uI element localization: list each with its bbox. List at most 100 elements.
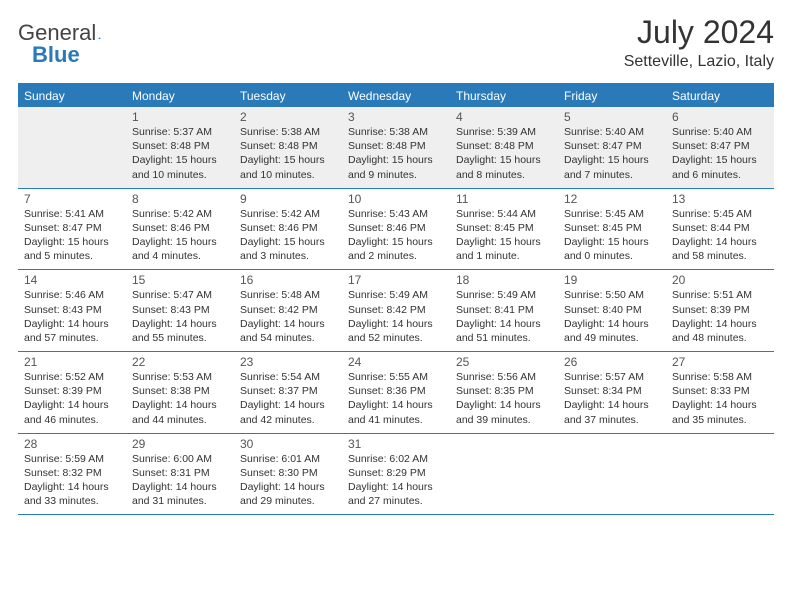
day-number: 18 bbox=[456, 273, 552, 287]
day-detail: Sunset: 8:33 PM bbox=[672, 384, 768, 398]
day-cell: 3Sunrise: 5:38 AMSunset: 8:48 PMDaylight… bbox=[342, 107, 450, 189]
day-detail: Sunrise: 5:50 AM bbox=[564, 288, 660, 302]
day-detail: Sunrise: 5:38 AM bbox=[348, 125, 444, 139]
week-row: 21Sunrise: 5:52 AMSunset: 8:39 PMDayligh… bbox=[18, 352, 774, 434]
day-detail: Sunrise: 5:58 AM bbox=[672, 370, 768, 384]
day-detail: Sunset: 8:42 PM bbox=[240, 303, 336, 317]
week-row: 7Sunrise: 5:41 AMSunset: 8:47 PMDaylight… bbox=[18, 189, 774, 271]
day-detail: Sunset: 8:48 PM bbox=[132, 139, 228, 153]
day-detail: Sunrise: 5:56 AM bbox=[456, 370, 552, 384]
day-number: 8 bbox=[132, 192, 228, 206]
day-detail: Sunrise: 5:53 AM bbox=[132, 370, 228, 384]
day-detail: Daylight: 15 hours bbox=[132, 235, 228, 249]
day-detail: Sunrise: 5:46 AM bbox=[24, 288, 120, 302]
day-cell: 22Sunrise: 5:53 AMSunset: 8:38 PMDayligh… bbox=[126, 352, 234, 434]
day-detail: Sunset: 8:30 PM bbox=[240, 466, 336, 480]
day-detail: Daylight: 14 hours bbox=[132, 398, 228, 412]
day-detail: Sunset: 8:47 PM bbox=[672, 139, 768, 153]
day-detail: Sunrise: 5:41 AM bbox=[24, 207, 120, 221]
day-cell bbox=[666, 434, 774, 516]
day-number: 3 bbox=[348, 110, 444, 124]
day-detail: and 58 minutes. bbox=[672, 249, 768, 263]
day-detail: Sunset: 8:46 PM bbox=[240, 221, 336, 235]
day-header: Sunday bbox=[18, 85, 126, 107]
day-number: 26 bbox=[564, 355, 660, 369]
day-cell: 12Sunrise: 5:45 AMSunset: 8:45 PMDayligh… bbox=[558, 189, 666, 271]
day-cell: 21Sunrise: 5:52 AMSunset: 8:39 PMDayligh… bbox=[18, 352, 126, 434]
day-detail: and 10 minutes. bbox=[240, 168, 336, 182]
day-detail: and 31 minutes. bbox=[132, 494, 228, 508]
day-detail: Sunset: 8:29 PM bbox=[348, 466, 444, 480]
day-detail: Sunrise: 5:55 AM bbox=[348, 370, 444, 384]
day-cell: 30Sunrise: 6:01 AMSunset: 8:30 PMDayligh… bbox=[234, 434, 342, 516]
day-number: 9 bbox=[240, 192, 336, 206]
day-detail: Daylight: 14 hours bbox=[672, 398, 768, 412]
day-cell: 9Sunrise: 5:42 AMSunset: 8:46 PMDaylight… bbox=[234, 189, 342, 271]
day-detail: and 46 minutes. bbox=[24, 413, 120, 427]
day-detail: Daylight: 14 hours bbox=[132, 480, 228, 494]
logo-sub: Blue bbox=[32, 42, 80, 68]
day-number: 7 bbox=[24, 192, 120, 206]
day-detail: Daylight: 15 hours bbox=[564, 153, 660, 167]
day-detail: and 7 minutes. bbox=[564, 168, 660, 182]
day-detail: Sunrise: 5:44 AM bbox=[456, 207, 552, 221]
day-detail: Daylight: 14 hours bbox=[672, 235, 768, 249]
week-row: 28Sunrise: 5:59 AMSunset: 8:32 PMDayligh… bbox=[18, 434, 774, 516]
day-header: Tuesday bbox=[234, 85, 342, 107]
day-detail: Sunset: 8:45 PM bbox=[456, 221, 552, 235]
day-detail: Sunrise: 6:00 AM bbox=[132, 452, 228, 466]
day-cell: 29Sunrise: 6:00 AMSunset: 8:31 PMDayligh… bbox=[126, 434, 234, 516]
day-cell: 13Sunrise: 5:45 AMSunset: 8:44 PMDayligh… bbox=[666, 189, 774, 271]
day-detail: Sunrise: 5:43 AM bbox=[348, 207, 444, 221]
day-detail: Sunrise: 5:38 AM bbox=[240, 125, 336, 139]
day-header: Monday bbox=[126, 85, 234, 107]
day-detail: and 54 minutes. bbox=[240, 331, 336, 345]
day-detail: Daylight: 14 hours bbox=[240, 398, 336, 412]
day-detail: Sunset: 8:34 PM bbox=[564, 384, 660, 398]
day-header: Wednesday bbox=[342, 85, 450, 107]
day-detail: and 4 minutes. bbox=[132, 249, 228, 263]
day-detail: Sunset: 8:44 PM bbox=[672, 221, 768, 235]
day-number: 14 bbox=[24, 273, 120, 287]
day-cell: 20Sunrise: 5:51 AMSunset: 8:39 PMDayligh… bbox=[666, 270, 774, 352]
day-detail: Daylight: 15 hours bbox=[456, 153, 552, 167]
day-number: 11 bbox=[456, 192, 552, 206]
day-detail: Sunset: 8:37 PM bbox=[240, 384, 336, 398]
day-number: 23 bbox=[240, 355, 336, 369]
day-detail: and 35 minutes. bbox=[672, 413, 768, 427]
day-detail: Sunrise: 6:01 AM bbox=[240, 452, 336, 466]
week-row: 1Sunrise: 5:37 AMSunset: 8:48 PMDaylight… bbox=[18, 107, 774, 189]
day-header-row: SundayMondayTuesdayWednesdayThursdayFrid… bbox=[18, 85, 774, 107]
day-number: 30 bbox=[240, 437, 336, 451]
day-detail: Daylight: 14 hours bbox=[24, 317, 120, 331]
day-detail: and 8 minutes. bbox=[456, 168, 552, 182]
day-number: 27 bbox=[672, 355, 768, 369]
day-detail: Sunset: 8:48 PM bbox=[348, 139, 444, 153]
day-detail: Sunset: 8:38 PM bbox=[132, 384, 228, 398]
day-header: Thursday bbox=[450, 85, 558, 107]
day-cell: 25Sunrise: 5:56 AMSunset: 8:35 PMDayligh… bbox=[450, 352, 558, 434]
day-detail: Sunrise: 5:49 AM bbox=[456, 288, 552, 302]
day-detail: Daylight: 14 hours bbox=[456, 398, 552, 412]
day-cell: 19Sunrise: 5:50 AMSunset: 8:40 PMDayligh… bbox=[558, 270, 666, 352]
day-number: 5 bbox=[564, 110, 660, 124]
day-detail: Sunset: 8:47 PM bbox=[564, 139, 660, 153]
day-detail: and 37 minutes. bbox=[564, 413, 660, 427]
day-detail: and 33 minutes. bbox=[24, 494, 120, 508]
day-cell: 14Sunrise: 5:46 AMSunset: 8:43 PMDayligh… bbox=[18, 270, 126, 352]
title-block: July 2024 Setteville, Lazio, Italy bbox=[624, 14, 774, 71]
day-detail: Sunset: 8:46 PM bbox=[132, 221, 228, 235]
day-header: Friday bbox=[558, 85, 666, 107]
day-number: 22 bbox=[132, 355, 228, 369]
day-cell: 7Sunrise: 5:41 AMSunset: 8:47 PMDaylight… bbox=[18, 189, 126, 271]
day-detail: Sunset: 8:41 PM bbox=[456, 303, 552, 317]
day-number: 16 bbox=[240, 273, 336, 287]
day-detail: and 9 minutes. bbox=[348, 168, 444, 182]
day-detail: Daylight: 14 hours bbox=[564, 317, 660, 331]
day-detail: Daylight: 14 hours bbox=[348, 398, 444, 412]
day-detail: Sunset: 8:32 PM bbox=[24, 466, 120, 480]
day-detail: Daylight: 14 hours bbox=[132, 317, 228, 331]
day-cell: 27Sunrise: 5:58 AMSunset: 8:33 PMDayligh… bbox=[666, 352, 774, 434]
logo-text-2: Blue bbox=[32, 42, 80, 67]
day-number: 20 bbox=[672, 273, 768, 287]
